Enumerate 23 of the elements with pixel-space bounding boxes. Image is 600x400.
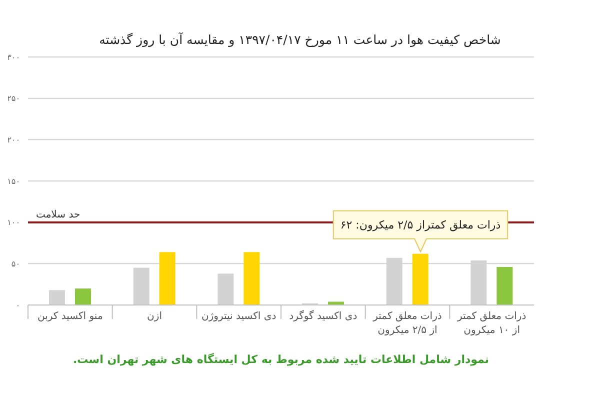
x-tick-label: دی اکسید نیتروژن [201,311,276,322]
annotation: ذرات معلق کمتراز ۲/۵ میکرون: ۶۲ [340,218,501,232]
x-tick-label: دی اکسید گوگرد [289,310,358,322]
chart-title: شاخص کیفیت هوا در ساعت ۱۱ مورخ ۱۳۹۷/۰۴/۱۷ و مقایسه آن با روز گذشته [98,31,502,49]
x-tick-label: ذرات معلق کمتر از ۲/۵ میکرون [372,311,442,336]
bar [412,254,428,305]
y-tick-label: ۱۵۰ [7,176,20,186]
bar [133,268,150,305]
y-tick-label: ۱۰۰ [7,218,20,228]
x-tick-label: منو اکسید کربن [38,311,103,322]
y-tick-label: ۵۰ [11,260,20,269]
bar [49,290,65,305]
x-tick-label: ذرات معلق کمتر از ۱۰ میکرون [456,311,526,336]
x-tick-label: ازن [147,311,162,322]
bar [75,288,91,305]
bar [244,252,260,305]
y-tick-label: ۰ [16,300,20,310]
bar [218,274,234,305]
bar [328,302,344,305]
text: نمودار شامل اطلاعات تایید شده مربوط به کل ایستگاه های شهر تهران است. [72,352,490,368]
bar [496,266,513,305]
ref-line-label: حد سلامت [36,209,80,220]
bar [159,252,176,305]
